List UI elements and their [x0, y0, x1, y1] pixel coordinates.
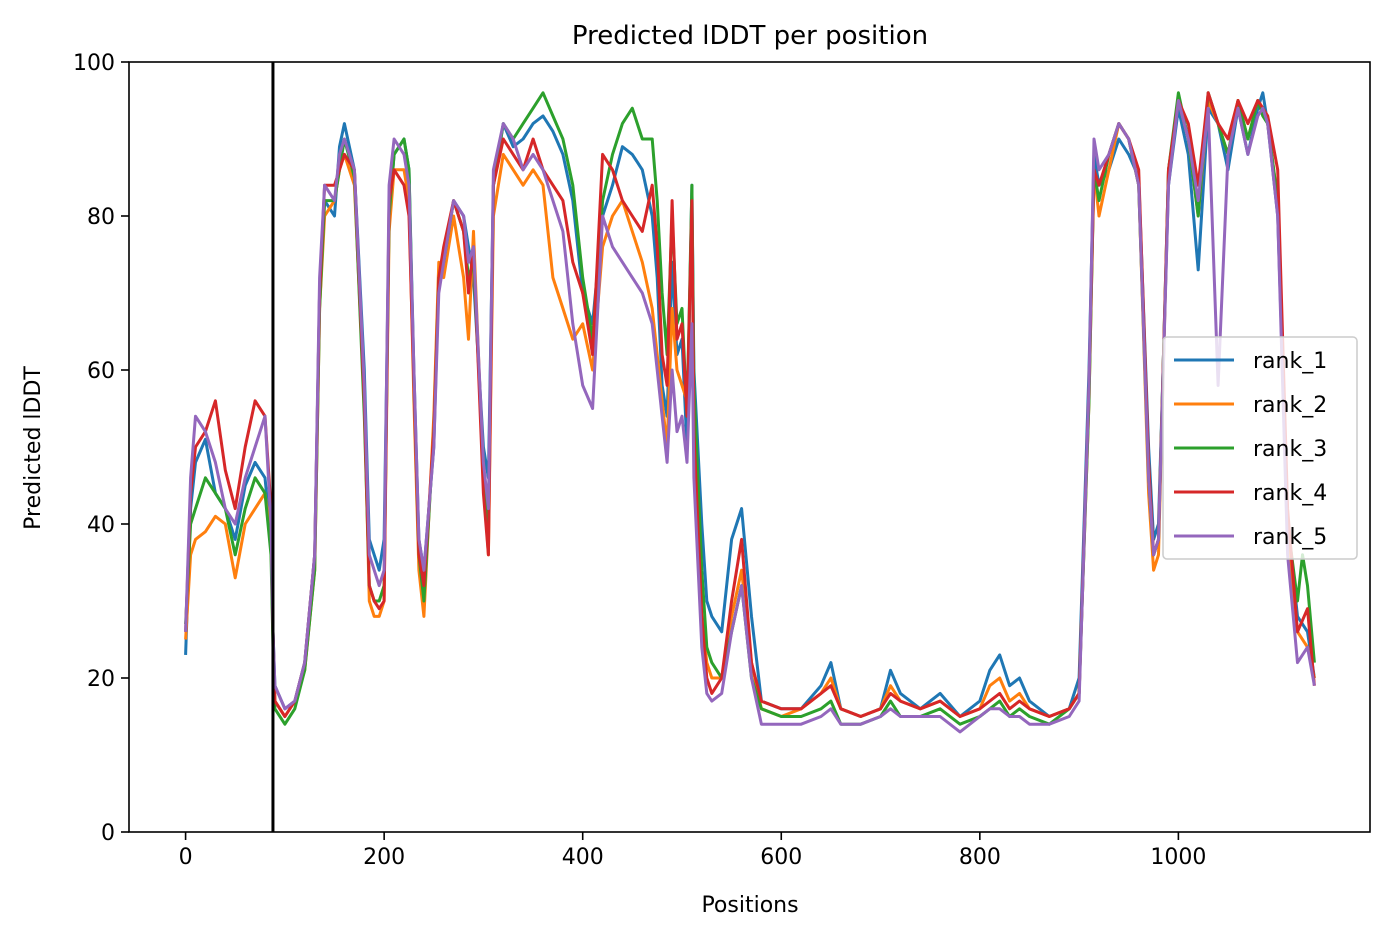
legend-items: rank_1 rank_2 rank_3 rank_4 rank_5	[1174, 349, 1327, 550]
plot-border	[128, 61, 1371, 833]
y-axis-ticks: 0 20 40 60 80 100	[73, 51, 129, 846]
series-line-rank-1	[184, 91, 1316, 718]
y-tick-label: 20	[87, 667, 115, 692]
x-tick-label: 800	[959, 845, 1001, 870]
x-tick-label: 0	[179, 845, 193, 870]
x-axis-label: Positions	[701, 893, 798, 918]
legend-label-rank-3: rank_3	[1253, 437, 1327, 462]
legend-box	[1162, 336, 1358, 560]
y-tick-label: 40	[87, 513, 115, 538]
x-tick-label: 600	[760, 845, 802, 870]
x-tick-label: 400	[562, 845, 604, 870]
y-tick-label: 60	[87, 359, 115, 384]
y-tick-label: 100	[73, 51, 115, 76]
y-tick-label: 80	[87, 205, 115, 230]
legend-label-rank-4: rank_4	[1253, 481, 1327, 506]
x-axis-ticks: 0 200 400 600 800 1000	[179, 832, 1206, 870]
legend-label-rank-5: rank_5	[1253, 525, 1327, 550]
x-tick-label: 1000	[1150, 845, 1206, 870]
x-tick-label: 200	[363, 845, 405, 870]
legend-label-rank-2: rank_2	[1253, 393, 1327, 418]
y-tick-label: 0	[101, 821, 115, 846]
y-axis-label: Predicted lDDT	[21, 366, 46, 530]
legend-label-rank-1: rank_1	[1253, 349, 1327, 374]
series-layer	[184, 91, 1316, 734]
series-line-rank-5	[184, 99, 1316, 734]
legend: rank_1 rank_2 rank_3 rank_4 rank_5	[1162, 336, 1358, 560]
chart-title: Predicted lDDT per position	[572, 21, 928, 51]
